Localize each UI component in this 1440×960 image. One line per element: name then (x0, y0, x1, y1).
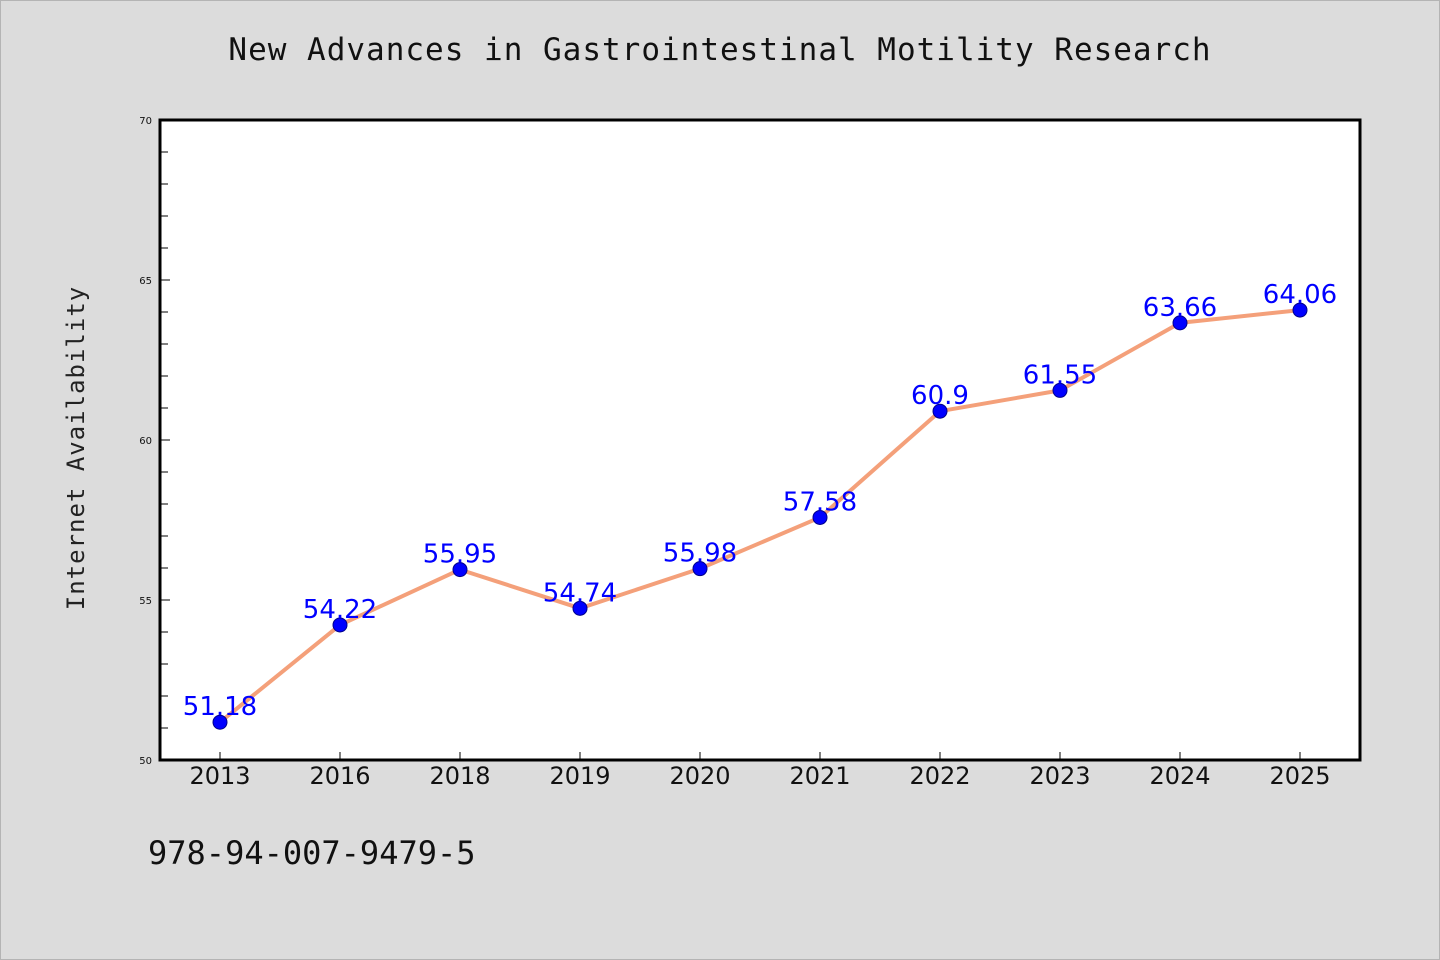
data-label: 54.74 (543, 578, 617, 608)
data-label: 61.55 (1023, 360, 1097, 390)
x-tick-label: 2019 (549, 762, 610, 790)
data-point (1172, 315, 1188, 331)
y-tick-label: 55 (139, 596, 152, 607)
y-tick-label: 50 (139, 756, 152, 767)
data-labels: 51.18 54.22 55.95 54.74 55.98 57.58 60.9 61.55 6… (183, 280, 1337, 722)
data-point (1052, 382, 1068, 398)
data-point (572, 600, 588, 616)
y-tick-label: 70 (139, 116, 152, 127)
data-label: 57.58 (783, 487, 857, 517)
data-point (812, 509, 828, 525)
x-tick-label: 2018 (429, 762, 490, 790)
y-tick-label: 65 (139, 276, 152, 287)
data-label: 63.66 (1143, 293, 1217, 323)
x-tick-label: 2013 (189, 762, 250, 790)
x-tick-label: 2024 (1149, 762, 1210, 790)
chart-title: New Advances in Gastrointestinal Motilit… (228, 32, 1212, 68)
x-tick-label: 2020 (669, 762, 730, 790)
isbn-footer: 978-94-007-9479-5 (148, 834, 476, 872)
x-tick-label: 2016 (309, 762, 370, 790)
data-label: 51.18 (183, 692, 257, 722)
x-tick-label: 2022 (909, 762, 970, 790)
x-tick-label: 2023 (1029, 762, 1090, 790)
data-label: 64.06 (1263, 280, 1337, 310)
data-points (212, 302, 1308, 730)
y-axis-label: Internet Availability (62, 286, 90, 610)
data-point (932, 403, 948, 419)
data-label: 55.95 (423, 540, 497, 570)
data-point (692, 561, 708, 577)
y-tick-label: 60 (139, 436, 152, 447)
plot-area (160, 120, 1360, 760)
data-point (212, 714, 228, 730)
x-axis-ticks: 2013 2016 2018 2019 2020 2021 2022 2023 2024 2025 (189, 752, 1331, 790)
y-axis-ticks: 50 55 60 65 70 (139, 116, 170, 767)
data-label: 60.9 (911, 381, 969, 411)
data-point (332, 617, 348, 633)
x-tick-label: 2021 (789, 762, 850, 790)
series-line (218, 308, 1302, 725)
plot-border (158, 118, 1362, 762)
data-point (1292, 302, 1308, 318)
x-tick-label: 2025 (1269, 762, 1330, 790)
data-label: 55.98 (663, 539, 737, 569)
data-point (452, 562, 468, 578)
data-label: 54.22 (303, 595, 377, 625)
